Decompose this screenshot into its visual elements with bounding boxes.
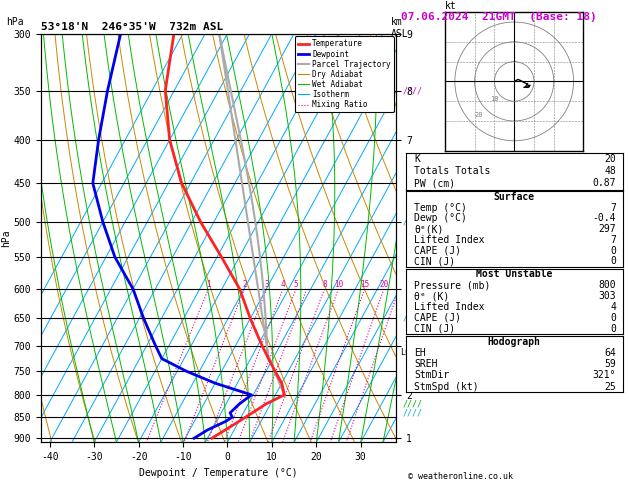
Text: 321°: 321° [593, 370, 616, 381]
Text: Hodograph: Hodograph [487, 337, 541, 347]
Text: LCL: LCL [401, 348, 415, 358]
Text: 800: 800 [599, 280, 616, 290]
Text: SREH: SREH [415, 359, 438, 369]
Text: 10: 10 [490, 96, 499, 102]
Legend: Temperature, Dewpoint, Parcel Trajectory, Dry Adiabat, Wet Adiabat, Isotherm, Mi: Temperature, Dewpoint, Parcel Trajectory… [295, 36, 394, 112]
Text: CIN (J): CIN (J) [415, 324, 455, 334]
X-axis label: Dewpoint / Temperature (°C): Dewpoint / Temperature (°C) [139, 468, 298, 478]
Text: kt: kt [445, 1, 457, 11]
Text: Lifted Index: Lifted Index [415, 302, 485, 312]
Text: © weatheronline.co.uk: © weatheronline.co.uk [408, 472, 513, 481]
Text: 20: 20 [379, 280, 388, 289]
Text: 0: 0 [610, 324, 616, 334]
Text: 5: 5 [294, 280, 298, 289]
Text: 20: 20 [604, 154, 616, 164]
Text: 20: 20 [474, 112, 483, 118]
Text: 48: 48 [604, 166, 616, 176]
Text: hPa: hPa [6, 17, 24, 27]
Text: θᵉ (K): θᵉ (K) [415, 291, 450, 301]
Text: 0: 0 [610, 257, 616, 266]
Text: 1: 1 [206, 280, 211, 289]
Text: 297: 297 [599, 224, 616, 234]
Text: Pressure (mb): Pressure (mb) [415, 280, 491, 290]
Text: ASL: ASL [391, 29, 409, 39]
Text: Surface: Surface [494, 192, 535, 202]
Text: PW (cm): PW (cm) [415, 178, 455, 189]
Text: Totals Totals: Totals Totals [415, 166, 491, 176]
Text: 15: 15 [360, 280, 369, 289]
Text: ////: //// [403, 408, 423, 417]
Y-axis label: Mixing Ratio (g/kg): Mixing Ratio (g/kg) [414, 187, 423, 289]
Text: 0: 0 [610, 313, 616, 323]
Text: 10: 10 [334, 280, 343, 289]
Text: ////: //// [403, 399, 423, 408]
Text: 2: 2 [242, 280, 247, 289]
Text: ////: //// [403, 314, 423, 323]
Text: ////: //// [403, 86, 423, 95]
Text: 303: 303 [599, 291, 616, 301]
Text: 8: 8 [322, 280, 326, 289]
Text: 4: 4 [610, 302, 616, 312]
Text: 64: 64 [604, 348, 616, 358]
Y-axis label: hPa: hPa [1, 229, 11, 247]
Text: km: km [391, 17, 403, 27]
Text: Dewp (°C): Dewp (°C) [415, 213, 467, 224]
Text: EH: EH [415, 348, 426, 358]
Text: Temp (°C): Temp (°C) [415, 203, 467, 213]
Text: 4: 4 [281, 280, 285, 289]
Text: StmDir: StmDir [415, 370, 450, 381]
Text: -0.4: -0.4 [593, 213, 616, 224]
Text: 7: 7 [610, 203, 616, 213]
Text: CIN (J): CIN (J) [415, 257, 455, 266]
Text: StmSpd (kt): StmSpd (kt) [415, 382, 479, 392]
Text: 3: 3 [264, 280, 269, 289]
Text: CAPE (J): CAPE (J) [415, 245, 462, 256]
Text: ////: //// [403, 217, 423, 226]
Text: θᵉ(K): θᵉ(K) [415, 224, 444, 234]
Text: 0.87: 0.87 [593, 178, 616, 189]
Text: 0: 0 [610, 245, 616, 256]
Text: 25: 25 [604, 382, 616, 392]
Text: K: K [415, 154, 420, 164]
Text: 53°18'N  246°35'W  732m ASL: 53°18'N 246°35'W 732m ASL [41, 22, 223, 32]
Text: Lifted Index: Lifted Index [415, 235, 485, 245]
Text: CAPE (J): CAPE (J) [415, 313, 462, 323]
Text: 59: 59 [604, 359, 616, 369]
Text: 07.06.2024  21GMT  (Base: 18): 07.06.2024 21GMT (Base: 18) [401, 12, 597, 22]
Text: Most Unstable: Most Unstable [476, 269, 552, 279]
Text: 7: 7 [610, 235, 616, 245]
